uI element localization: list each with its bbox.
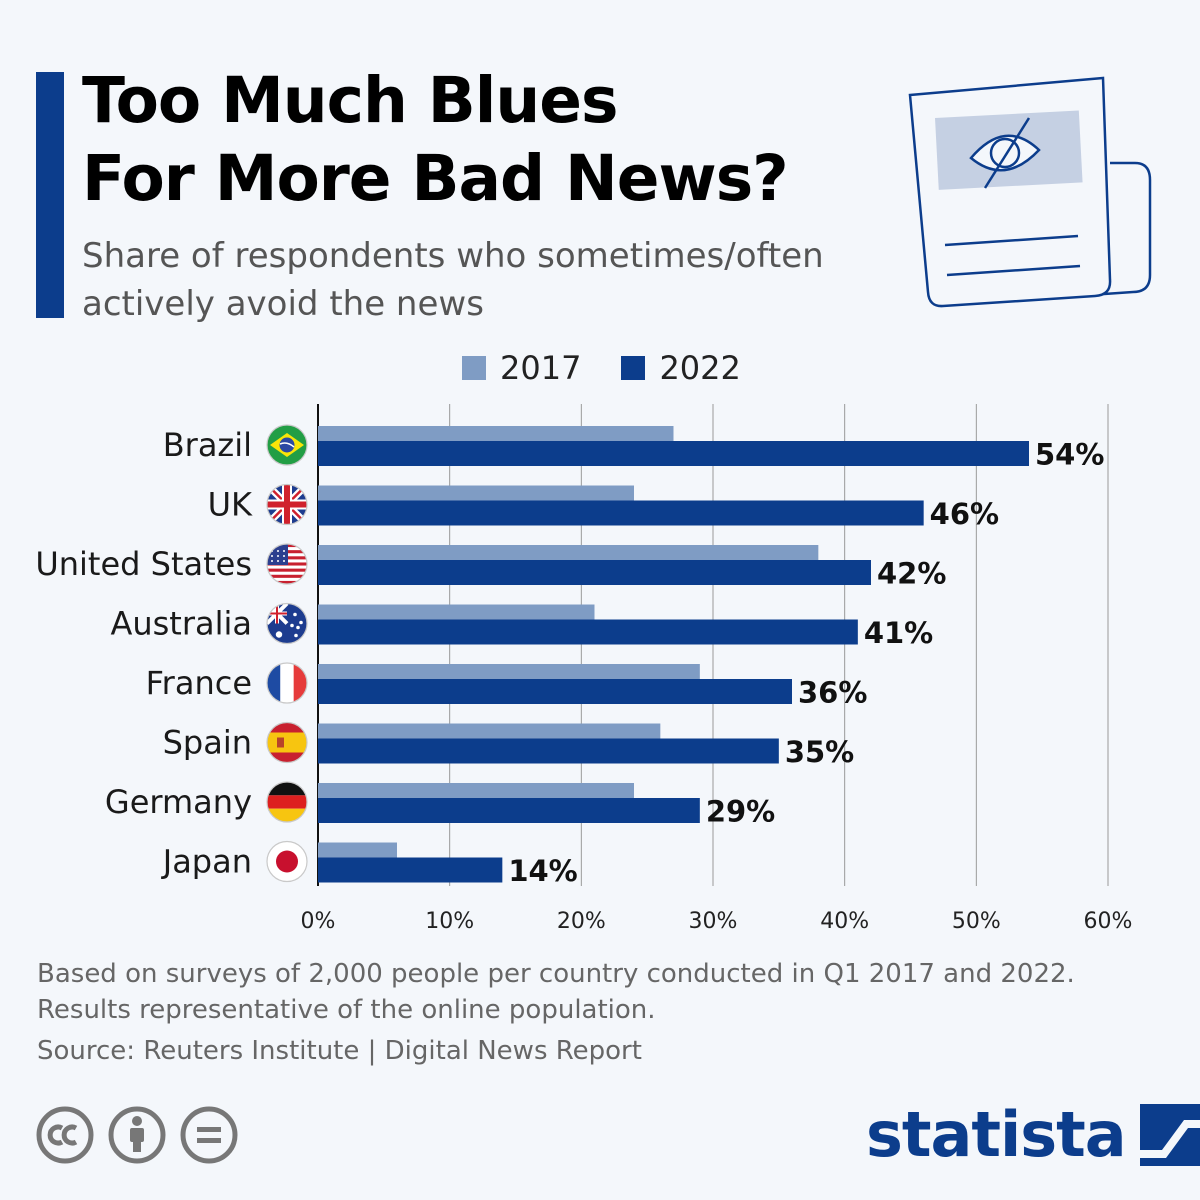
- title-line-1: Too Much Blues: [82, 64, 618, 137]
- x-tick-label: 20%: [557, 909, 606, 934]
- spain-flag-icon: [266, 721, 308, 764]
- bar-2022: [318, 619, 858, 645]
- no-derivatives-icon[interactable]: [180, 1106, 238, 1164]
- bar-2017: [318, 664, 700, 679]
- data-label: 29%: [706, 795, 775, 829]
- x-tick-label: 50%: [952, 909, 1001, 934]
- footnote: Based on surveys of 2,000 people per cou…: [37, 956, 1075, 1028]
- japan-flag-icon: [266, 840, 308, 883]
- germany-flag-icon: [266, 781, 308, 823]
- footnote-line-1: Based on surveys of 2,000 people per cou…: [37, 959, 1075, 989]
- bar-2017: [318, 426, 674, 441]
- category-label: Spain: [163, 724, 252, 762]
- bar-2022: [318, 560, 871, 585]
- chart-legend: 2017 2022: [462, 348, 781, 388]
- x-tick-label: 30%: [689, 909, 738, 934]
- data-label: 42%: [877, 557, 946, 591]
- subtitle-line-1: Share of respondents who sometimes/often: [82, 236, 824, 276]
- bar-2017: [318, 485, 634, 501]
- bar-2017: [318, 604, 595, 620]
- subtitle-line-2: actively avoid the news: [82, 284, 484, 324]
- x-tick-label: 40%: [820, 909, 869, 934]
- france-flag-icon: [266, 662, 308, 704]
- chart-title: Too Much Blues For More Bad News?: [82, 62, 789, 218]
- bar-2022: [318, 798, 700, 823]
- legend-item-2017: 2017: [462, 349, 581, 387]
- legend-swatch-2017: [462, 356, 486, 380]
- uk-flag-icon: [266, 483, 308, 526]
- brand-wordmark: statista: [866, 1098, 1127, 1171]
- australia-flag-icon: [266, 602, 308, 645]
- source-note: Source: Reuters Institute | Digital News…: [37, 1036, 642, 1066]
- category-label: Australia: [110, 605, 252, 643]
- bar-2022: [318, 857, 503, 883]
- license-icons: [36, 1106, 252, 1164]
- category-label: Germany: [105, 783, 252, 821]
- us-flag-icon: [266, 543, 308, 585]
- legend-label-2022: 2022: [659, 349, 741, 387]
- bar-2022: [318, 679, 792, 704]
- legend-item-2022: 2022: [621, 349, 741, 387]
- category-label: Japan: [161, 843, 252, 881]
- category-label: Brazil: [163, 426, 252, 464]
- brazil-flag-icon: [266, 424, 308, 466]
- legend-swatch-2022: [621, 356, 646, 380]
- category-label: France: [146, 664, 252, 702]
- creative-commons-icon[interactable]: [36, 1106, 94, 1164]
- bar-chart: 0% 10% 20% 30% 40% 50% 60% 54% Brazil 46% UK 42% Uni…: [35, 404, 1133, 934]
- bar-2022: [318, 738, 779, 764]
- bar-2022: [318, 441, 1029, 466]
- chart-subtitle: Share of respondents who sometimes/often…: [82, 232, 922, 328]
- bar-2022: [318, 500, 924, 526]
- data-label: 46%: [930, 497, 999, 531]
- legend-label-2017: 2017: [500, 349, 582, 387]
- footnote-line-2: Results representative of the online pop…: [37, 995, 656, 1025]
- x-tick-label: 0%: [301, 909, 336, 934]
- statista-logo-icon: [1139, 1104, 1200, 1166]
- x-tick-label: 10%: [425, 909, 474, 934]
- attribution-icon[interactable]: [108, 1106, 166, 1164]
- data-label: 41%: [864, 616, 933, 650]
- title-line-2: For More Bad News?: [82, 142, 789, 215]
- data-label: 35%: [785, 735, 854, 769]
- bar-2017: [318, 545, 819, 560]
- brand: statista: [866, 1096, 1200, 1174]
- data-label: 54%: [1035, 438, 1104, 472]
- title-accent-bar: [36, 72, 64, 318]
- category-label: UK: [208, 486, 253, 524]
- data-label: 14%: [508, 854, 577, 888]
- bar-2017: [318, 723, 661, 739]
- bar-2017: [318, 783, 634, 798]
- data-label: 36%: [798, 676, 867, 710]
- category-label: United States: [35, 545, 252, 583]
- bar-2017: [318, 842, 397, 858]
- x-tick-label: 60%: [1084, 909, 1133, 934]
- newspaper-eye-icon: [908, 76, 1152, 308]
